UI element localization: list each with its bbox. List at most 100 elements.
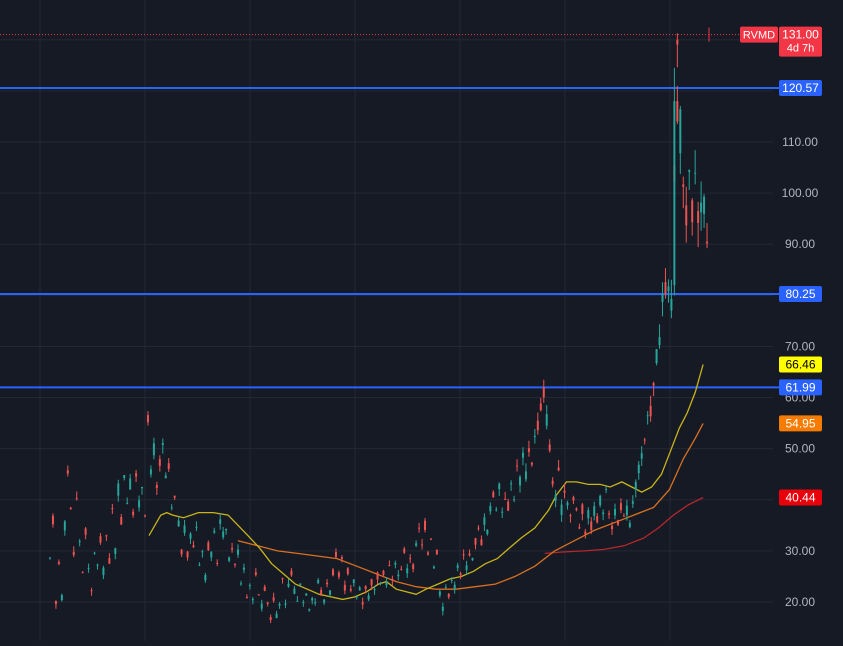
candle-body <box>370 579 373 586</box>
level-tag-label: 120.57 <box>782 81 819 95</box>
candle-body <box>231 547 234 550</box>
last-price-label: 131.00 <box>782 28 819 42</box>
candle-body <box>234 564 237 566</box>
candle-body <box>69 507 72 509</box>
candle-body <box>138 500 141 508</box>
candle-body <box>219 519 222 524</box>
candle-body <box>545 414 548 426</box>
candle-body <box>614 509 617 516</box>
symbol-ticker-label: RVMD <box>743 30 775 42</box>
ma-fast-line <box>148 364 704 601</box>
candle-body <box>364 586 367 590</box>
candle-body <box>569 515 572 517</box>
candle-body <box>135 473 138 477</box>
candle-body <box>331 569 334 576</box>
candle-body <box>459 573 462 576</box>
y-tick-label: 70.00 <box>785 339 815 353</box>
candle-body <box>117 483 120 496</box>
candle-body <box>146 415 149 423</box>
candle-body <box>186 551 189 558</box>
candle-body <box>266 602 269 604</box>
candle-body <box>287 583 290 587</box>
y-tick-label: 20.00 <box>785 595 815 609</box>
candle-body <box>305 593 308 596</box>
horizontal-levels[interactable] <box>0 34 780 389</box>
candle-body <box>96 564 99 566</box>
candle-body <box>513 499 516 501</box>
candle-body <box>611 525 614 530</box>
candle-body <box>634 481 637 490</box>
candle-body <box>323 599 326 603</box>
candle-body <box>102 567 105 576</box>
candle-body <box>293 588 296 594</box>
candle-body <box>700 202 703 213</box>
candle-body <box>602 512 605 515</box>
ma-slow-line <box>544 496 704 555</box>
candle-body <box>421 544 424 546</box>
candle-body <box>376 572 379 580</box>
candle-body <box>149 469 152 475</box>
candle-body <box>281 578 284 580</box>
candle-body <box>667 286 670 292</box>
candle-body <box>477 527 480 529</box>
candle-body <box>349 588 352 591</box>
candle-body <box>676 39 679 45</box>
candle-body <box>682 184 685 187</box>
candle-body <box>521 452 524 458</box>
candle-body <box>447 593 450 598</box>
candle-body <box>317 580 320 584</box>
candle-body <box>554 494 557 501</box>
candle-body <box>605 488 608 490</box>
candle-body <box>132 511 135 516</box>
candle-body <box>90 590 93 592</box>
candle-body <box>207 542 210 551</box>
candle-body <box>391 578 394 581</box>
candle-body <box>516 465 519 467</box>
candle-body <box>355 596 358 598</box>
candle-body <box>640 453 643 459</box>
candle-body <box>406 568 409 574</box>
candle-body <box>679 109 682 154</box>
candle-body <box>177 520 180 527</box>
candle-body <box>167 463 170 470</box>
candle-body <box>519 476 522 486</box>
candle-body <box>260 603 263 609</box>
candle-body <box>311 598 314 601</box>
candle-body <box>542 387 545 398</box>
candle-body <box>269 617 272 621</box>
candle-body <box>703 196 706 214</box>
candle-body <box>308 608 311 611</box>
candle-body <box>299 583 302 586</box>
candle-body <box>87 567 90 569</box>
candle-body <box>628 522 631 528</box>
candle-body <box>361 602 364 605</box>
candle-body <box>126 502 129 504</box>
candle-body <box>358 587 361 591</box>
candle-body <box>637 464 640 474</box>
candle-body <box>204 574 207 581</box>
candle-body <box>155 484 158 488</box>
candle-body <box>664 282 667 294</box>
candle-body <box>192 545 195 548</box>
candle-body <box>409 558 412 560</box>
candle-body <box>557 467 560 471</box>
candle-body <box>551 480 554 485</box>
candle-body <box>105 535 108 537</box>
candle-body <box>694 172 697 174</box>
candle-body <box>373 589 376 591</box>
y-tick-label: 90.00 <box>785 237 815 251</box>
candle-body <box>462 554 465 556</box>
candlesticks <box>49 27 710 624</box>
candle-body <box>257 594 260 596</box>
candle-body <box>646 415 649 417</box>
candle-body <box>275 613 278 619</box>
candle-body <box>201 551 204 553</box>
level-tag-label: 80.25 <box>785 287 815 301</box>
candle-body <box>652 383 655 386</box>
candle-body <box>123 475 126 478</box>
candle-body <box>560 504 563 515</box>
candle-body <box>403 548 406 553</box>
candle-body <box>489 505 492 512</box>
level-tag <box>779 286 822 303</box>
